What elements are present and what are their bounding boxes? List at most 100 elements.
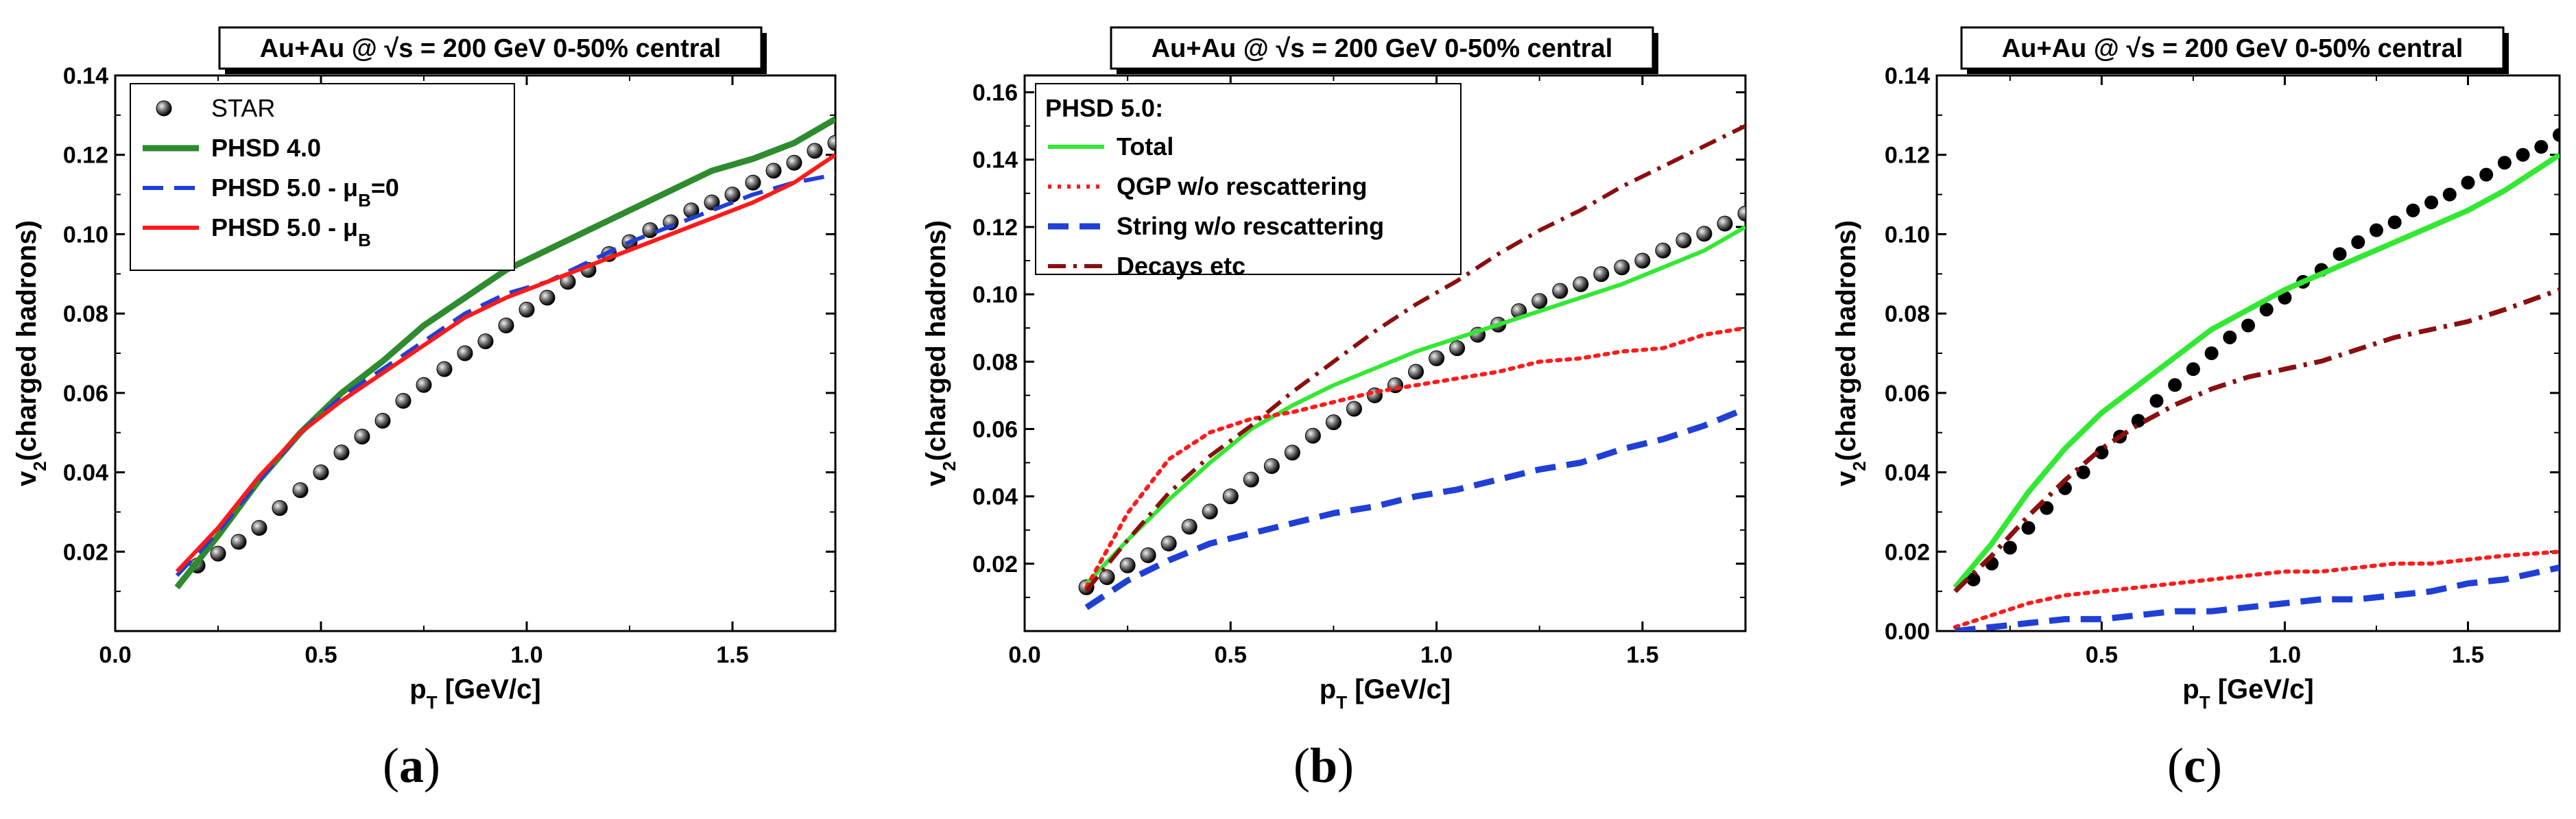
panel-title: Au+Au @ √s = 200 GeV 0-50% central <box>260 34 721 63</box>
data-point <box>1160 535 1177 551</box>
x-tick-label: 1.5 <box>2452 642 2484 668</box>
data-point <box>2021 521 2036 535</box>
x-axis-title: pT [GeV/c] <box>1320 674 1451 713</box>
y-tick-label: 0.10 <box>63 222 108 248</box>
legend-label-sub: B <box>358 190 371 211</box>
data-point <box>745 174 761 191</box>
x-tick-label: 1.5 <box>1626 642 1658 668</box>
data-point <box>477 333 494 350</box>
data-point <box>2223 330 2237 344</box>
y-tick-label: 0.10 <box>1885 222 1930 248</box>
title-frame <box>1960 26 2505 70</box>
y-axis-title-part: (charged hadrons) <box>12 220 42 461</box>
data-point <box>1449 340 1466 357</box>
data-point <box>251 520 267 536</box>
data-point <box>1284 444 1300 461</box>
data-point <box>374 412 391 429</box>
panel-label-paren: ) <box>424 738 440 793</box>
data-point <box>1243 471 1259 488</box>
data-point <box>1675 233 1692 249</box>
data-point <box>395 392 412 409</box>
data-point <box>2497 156 2512 170</box>
data-point <box>1634 252 1651 269</box>
panel-c: 0.00 0.02 0.04 0.06 0.08 0.10 0.12 0.14 0.5 1.0 1.… <box>1831 26 2561 793</box>
panel-label-paren: ( <box>1293 738 1310 793</box>
data-point <box>1552 283 1569 299</box>
data-point <box>313 464 329 481</box>
data-point <box>1181 519 1197 535</box>
x-axis-title-part: T <box>2199 692 2210 713</box>
legend-label: Decays etc <box>1117 252 1245 280</box>
data-point <box>786 154 802 171</box>
panel-label: (b) <box>1293 738 1354 793</box>
data-point <box>1304 427 1321 444</box>
x-tick-label: 0.0 <box>1008 642 1040 668</box>
series-line-string-w-o-rescattering <box>1084 405 1745 610</box>
data-point <box>2186 362 2200 377</box>
y-tick-label: 0.16 <box>973 80 1018 106</box>
series-line-string-w-o-rescattering <box>1955 565 2560 631</box>
data-point <box>457 345 473 361</box>
data-point <box>2204 346 2219 360</box>
panel-label-letter: b <box>1310 738 1337 793</box>
x-tick-label: 1.0 <box>2269 642 2301 668</box>
data-point <box>724 187 741 203</box>
panel-b: 0.02 0.04 0.06 0.08 0.10 0.12 0.14 0.16 0.0 0.5 1.… <box>921 26 1747 793</box>
y-tick-label: 0.06 <box>63 381 108 407</box>
y-axis-title-part: v <box>12 471 42 486</box>
x-axis-title-part: [GeV/c] <box>2210 674 2314 704</box>
y-tick-label: 0.10 <box>973 282 1018 308</box>
panel-title-box: Au+Au @ √s = 200 GeV 0-50% central <box>1110 26 1658 74</box>
y-axis-title-part: (charged hadrons) <box>921 220 951 461</box>
data-point <box>1119 557 1136 573</box>
data-point <box>2369 223 2383 237</box>
data-point <box>1408 364 1424 380</box>
panel-label-paren: ) <box>2206 738 2222 793</box>
y-tick-label: 0.04 <box>973 484 1018 510</box>
legend: PHSD 5.0: Total QGP w/o rescattering String… <box>1035 83 1462 280</box>
x-tick-label: 0.5 <box>2086 642 2118 668</box>
panel-label: (a) <box>383 738 440 793</box>
legend-label-part: PHSD 5.0 - μ <box>211 213 358 241</box>
x-tick-label: 1.0 <box>1420 642 1453 668</box>
series-line-total <box>1084 225 1745 586</box>
data-point <box>1717 215 1733 232</box>
data-point <box>1593 266 1610 283</box>
legend-label: QGP w/o rescattering <box>1117 172 1367 200</box>
y-tick-label: 0.04 <box>1885 460 1930 486</box>
y-tick-label: 0.08 <box>63 301 108 327</box>
legend-label-sub: B <box>358 230 371 250</box>
data-point <box>292 482 309 499</box>
y-tick-label: 0.12 <box>1885 143 1930 169</box>
x-tick-label: 0.5 <box>305 642 337 668</box>
plot-frame <box>1935 74 2561 632</box>
data-point <box>765 163 782 179</box>
x-tick-label: 1.0 <box>510 642 542 668</box>
y-tick-label: 0.04 <box>63 460 108 486</box>
panel-label-paren: ( <box>383 738 399 793</box>
legend-label-part: =0 <box>371 174 399 202</box>
series-line-decays-etc <box>1084 123 1745 592</box>
data-point <box>1429 350 1445 366</box>
panel-label-letter: c <box>2184 738 2206 793</box>
series-line-phsd-5-0-b <box>175 153 835 573</box>
data-point <box>2442 187 2457 202</box>
data-point <box>1099 569 1115 585</box>
y-axis-title: v2(charged hadrons) <box>12 220 50 486</box>
data-point <box>1966 572 1981 586</box>
x-tick-label: 0.5 <box>1215 642 1247 668</box>
data-point <box>1696 226 1713 242</box>
x-axis-title-part: T <box>427 692 438 713</box>
y-tick-label: 0.02 <box>63 539 108 565</box>
y-tick-label: 0.00 <box>1885 619 1930 645</box>
panel-label-letter: a <box>399 738 424 793</box>
legend-frame <box>130 83 515 271</box>
y-tick-label: 0.02 <box>1885 539 1930 565</box>
data-point <box>1202 503 1218 520</box>
data-point <box>2259 302 2274 317</box>
y-axis-title-part: 2 <box>1849 461 1870 471</box>
data-point <box>807 143 823 159</box>
y-tick-label: 0.08 <box>1885 301 1930 327</box>
